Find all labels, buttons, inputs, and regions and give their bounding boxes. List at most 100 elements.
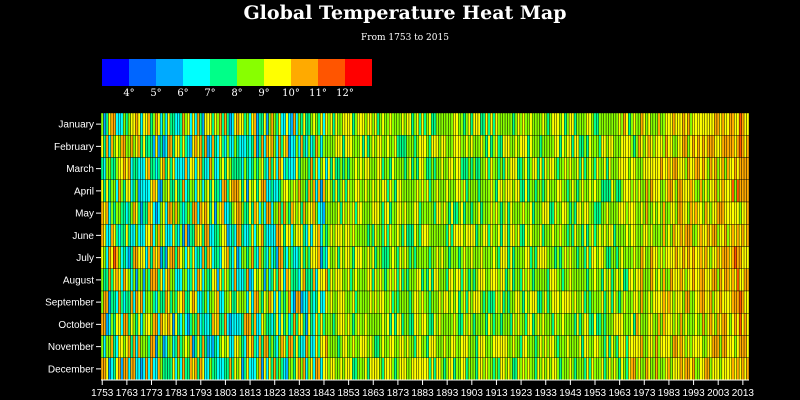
- heatmap-cell: [307, 290, 311, 314]
- heatmap-cell: [337, 224, 341, 247]
- heatmap-cell: [248, 313, 252, 336]
- heatmap-cell: [288, 313, 291, 336]
- heatmap-cell: [672, 224, 676, 247]
- heatmap-cell: [699, 313, 703, 336]
- heatmap-cell: [561, 135, 565, 158]
- heatmap-cell: [386, 224, 390, 247]
- heatmap-cell: [196, 179, 200, 203]
- heatmap-cell: [172, 135, 176, 158]
- heatmap-cell: [465, 313, 469, 336]
- heatmap-cell: [635, 224, 639, 247]
- heatmap-cell: [327, 157, 331, 180]
- heatmap-cell: [364, 179, 368, 203]
- heatmap-cell: [706, 335, 710, 358]
- heatmap-cell: [741, 290, 745, 314]
- heatmap-cell: [300, 290, 304, 314]
- heatmap-cell: [288, 246, 291, 269]
- heatmap-cell: [339, 112, 343, 136]
- heatmap-cell: [357, 112, 360, 136]
- heatmap-cell: [130, 112, 134, 136]
- heatmap-cell: [342, 313, 346, 336]
- heatmap-cell: [389, 112, 392, 136]
- heatmap-cell: [716, 224, 720, 247]
- heatmap-cell: [628, 313, 631, 336]
- heatmap-cell: [184, 179, 188, 203]
- heatmap-cell: [502, 224, 506, 247]
- heatmap-cell: [389, 335, 392, 358]
- heatmap-cell: [642, 335, 646, 358]
- heatmap-cell: [251, 224, 254, 247]
- x-tick-label: 1753: [91, 388, 114, 399]
- heatmap-cell: [263, 290, 267, 314]
- heatmap-cell: [243, 179, 247, 203]
- heatmap-cell: [147, 135, 151, 158]
- heatmap-cell: [142, 201, 146, 225]
- heatmap-cell: [214, 112, 218, 136]
- heatmap-cell: [719, 313, 723, 336]
- heatmap-cell: [406, 290, 410, 314]
- heatmap-cell: [418, 135, 422, 158]
- heatmap-cell: [332, 201, 336, 225]
- heatmap-cell: [642, 268, 646, 292]
- x-tick-label: 1933: [535, 388, 558, 399]
- heatmap-cell: [315, 112, 319, 136]
- heatmap-cell: [421, 157, 424, 180]
- heatmap-cell: [228, 246, 232, 269]
- heatmap-cell: [396, 335, 400, 358]
- heatmap-cell: [536, 357, 540, 381]
- heatmap-cell: [221, 179, 225, 203]
- heatmap-cell: [467, 112, 471, 136]
- heatmap-cell: [243, 268, 247, 292]
- heatmap-cell: [270, 201, 274, 225]
- heatmap-cell: [598, 201, 602, 225]
- heatmap-cell: [467, 357, 471, 381]
- heatmap-cell: [660, 112, 663, 136]
- heatmap-cell: [325, 135, 328, 158]
- heatmap-cell: [504, 179, 508, 203]
- heatmap-cell: [566, 112, 570, 136]
- heatmap-cell: [216, 224, 220, 247]
- heatmap-cell: [662, 335, 666, 358]
- heatmap-cell: [258, 179, 262, 203]
- heatmap-cell: [704, 268, 708, 292]
- heatmap-cell: [568, 268, 572, 292]
- heatmap-cell: [408, 290, 412, 314]
- heatmap-cell: [361, 112, 365, 136]
- heatmap-cell: [736, 135, 740, 158]
- heatmap-cell: [354, 357, 358, 381]
- heatmap-cell: [337, 313, 341, 336]
- heatmap-cell: [416, 246, 420, 269]
- heatmap-cell: [366, 313, 370, 336]
- heatmap-cell: [401, 335, 405, 358]
- heatmap-cell: [172, 157, 176, 180]
- heatmap-cell: [110, 357, 114, 381]
- heatmap-cell: [470, 179, 474, 203]
- heatmap-cell: [549, 135, 553, 158]
- heatmap-cell: [711, 335, 715, 358]
- heatmap-cell: [711, 224, 715, 247]
- heatmap-cell: [738, 268, 742, 292]
- heatmap-cell: [300, 224, 304, 247]
- heatmap-cell: [339, 135, 343, 158]
- heatmap-cell: [551, 224, 555, 247]
- heatmap-cell: [477, 290, 481, 314]
- heatmap-cell: [122, 335, 126, 358]
- heatmap-cell: [499, 357, 503, 381]
- heatmap-cell: [490, 268, 493, 292]
- heatmap-cell: [657, 135, 661, 158]
- heatmap-cell: [347, 335, 351, 358]
- heatmap-cell: [103, 112, 107, 136]
- heatmap-cell: [492, 335, 496, 358]
- heatmap-cell: [480, 201, 484, 225]
- heatmap-cell: [386, 201, 390, 225]
- heatmap-cell: [191, 335, 195, 358]
- heatmap-cell: [682, 313, 686, 336]
- heatmap-cell: [465, 357, 469, 381]
- heatmap-cell: [684, 112, 688, 136]
- heatmap-cell: [411, 201, 415, 225]
- heatmap-cell: [118, 157, 121, 180]
- heatmap-cell: [694, 157, 698, 180]
- heatmap-cell: [467, 290, 471, 314]
- heatmap-cell: [578, 357, 582, 381]
- heatmap-cell: [573, 157, 577, 180]
